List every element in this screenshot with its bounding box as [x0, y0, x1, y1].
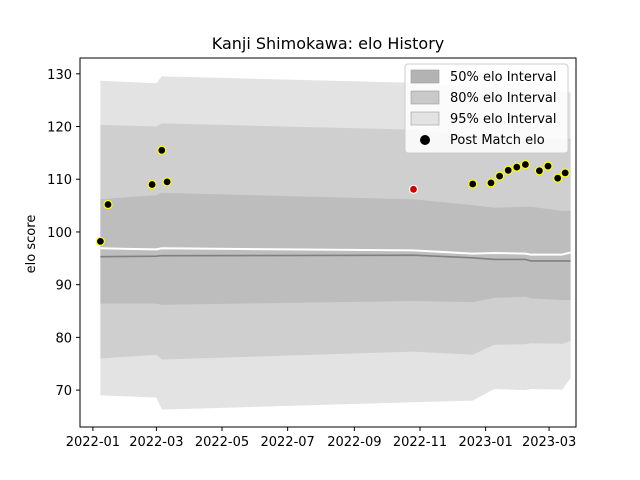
- plot-frame: [79, 57, 577, 428]
- data-point: [147, 179, 157, 190]
- y-tick-label: 70: [55, 384, 72, 399]
- y-tick-label: 130: [47, 68, 72, 83]
- median-line: [100, 254, 571, 262]
- data-point: [495, 171, 505, 181]
- x-tick-label: 2022-03: [129, 435, 183, 450]
- y-tick-label: 80: [55, 331, 72, 346]
- legend-label: 80% elo Interval: [450, 91, 557, 106]
- x-tick-label: 2023-01: [458, 435, 512, 450]
- data-point: [512, 162, 522, 172]
- y-tick-label: 90: [55, 279, 72, 294]
- legend-label: 50% elo Interval: [450, 70, 557, 85]
- data-point: [408, 184, 419, 194]
- x-tick-label: 2022-05: [195, 435, 249, 450]
- x-tick-label: 2022-07: [260, 435, 314, 450]
- chart-title: Kanji Shimokawa: elo History: [212, 34, 445, 53]
- legend-swatch: [410, 69, 440, 84]
- data-point: [486, 178, 496, 188]
- data-point: [543, 161, 553, 171]
- data-point: [103, 199, 113, 210]
- data-point: [553, 173, 563, 183]
- mean-line: [100, 247, 571, 256]
- y-tick-label: 120: [47, 121, 72, 136]
- y-tick-label: 100: [47, 226, 72, 241]
- data-point: [95, 236, 106, 246]
- legend-label: Post Match elo: [450, 133, 545, 148]
- plot-area: 70 80 90 100 110 120 130 2022-01 2022-03 2022-05 2…: [47, 57, 577, 450]
- data-point: [468, 179, 478, 189]
- y-tick-label: 110: [47, 173, 72, 188]
- legend-frame: [404, 63, 569, 154]
- x-tick-label: 2022-09: [327, 435, 381, 450]
- legend: 50% elo Interval 80% elo Interval 95% elo …: [404, 63, 569, 154]
- legend-swatch: [410, 90, 440, 105]
- x-tick-label: 2022-11: [393, 435, 447, 450]
- data-point: [520, 159, 531, 170]
- legend-swatch: [410, 111, 440, 126]
- data-point: [162, 177, 172, 187]
- legend-label: 95% elo Interval: [450, 112, 557, 127]
- y-axis-label: elo score: [24, 215, 39, 274]
- data-point: [503, 165, 513, 175]
- x-tick-label: 2022-01: [66, 435, 120, 450]
- data-point: [534, 166, 545, 176]
- x-tick-label: 2023-03: [522, 435, 576, 450]
- data-point: [157, 145, 167, 155]
- legend-marker: [420, 135, 430, 145]
- data-point: [560, 168, 570, 178]
